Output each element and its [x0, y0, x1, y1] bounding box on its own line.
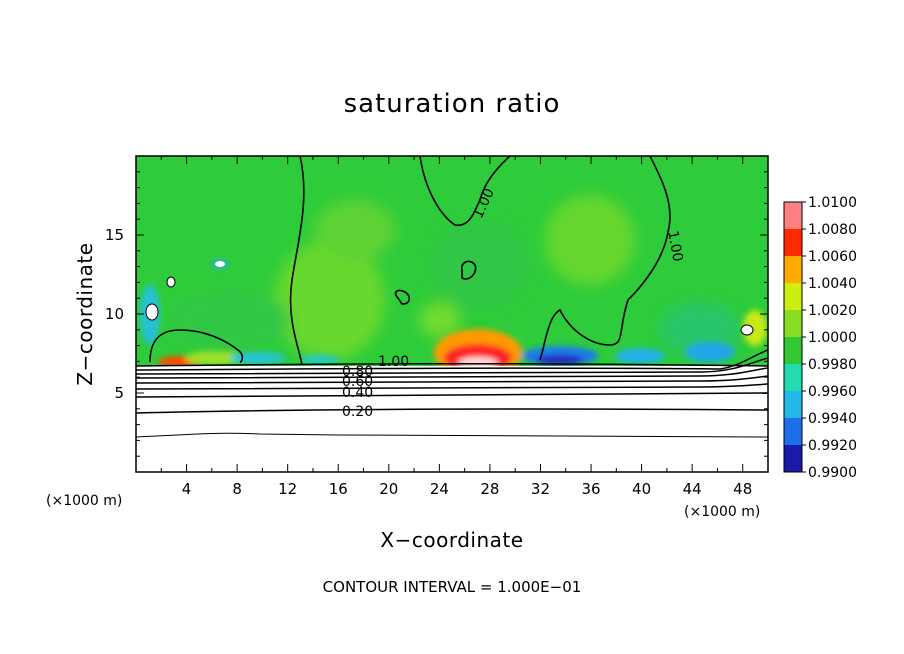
contour-label: 1.00: [664, 229, 685, 262]
colorbar-swatch: [784, 229, 802, 256]
colorbar-swatch: [784, 256, 802, 283]
x-axis-label: X−coordinate: [380, 528, 523, 552]
contour-label: 1.00: [378, 354, 409, 370]
colorbar: 1.0100 1.0080 1.0060 1.0040 1.0020 1.0000 0.99…: [783, 195, 857, 481]
colorbar-swatch: [784, 310, 802, 337]
x-tick-label: 8: [232, 480, 242, 498]
colorbar-swatch: [784, 283, 802, 310]
colorbar-label: 1.0040: [808, 276, 857, 292]
x-tick-label: 32: [531, 480, 550, 498]
contour-label: 0.60: [342, 374, 373, 390]
contour-label: 0.80: [342, 364, 373, 380]
colorbar-label: 0.9900: [808, 465, 857, 481]
axis-ticks: [136, 156, 768, 472]
x-tick-label: 48: [733, 480, 752, 498]
x-tick-label: 12: [278, 480, 297, 498]
contour-lines-1.00: [149, 156, 671, 366]
x-tick-label: 24: [430, 480, 449, 498]
x-tick-label: 20: [379, 480, 398, 498]
colorbar-label: 0.9920: [808, 438, 857, 454]
colorbar-swatch: [784, 337, 802, 364]
colorbar-swatch: [784, 391, 802, 418]
y-axis-label: Z−coordinate: [73, 242, 97, 385]
colorbar-label: 1.0060: [808, 249, 857, 265]
contour-label: 0.20: [342, 404, 373, 420]
colorbar-label: 0.9980: [808, 357, 857, 373]
x-tick-label: 16: [329, 480, 348, 498]
colorbar-swatch: [784, 418, 802, 445]
x-tick-label: 36: [581, 480, 600, 498]
y-tick-label: 5: [114, 384, 124, 402]
chart-title: saturation ratio: [344, 89, 561, 119]
y-tick-label: 10: [105, 305, 124, 323]
colorbar-label: 1.0020: [808, 303, 857, 319]
heatmap-field: 1.00 1.00 1.00 0.80 0.60 0.40 0.20: [136, 156, 768, 472]
x-unit-left: (×1000 m): [46, 493, 122, 509]
contour-label: 0.40: [342, 385, 373, 401]
colorbar-swatch: [784, 364, 802, 391]
colorbar-label: 1.0100: [808, 195, 857, 211]
x-tick-label: 40: [632, 480, 651, 498]
colorbar-label: 0.9940: [808, 411, 857, 427]
colorbar-swatch: [784, 202, 802, 229]
x-tick-label: 44: [683, 480, 702, 498]
colorbar-swatch: [784, 445, 802, 472]
colorbar-label: 1.0000: [808, 330, 857, 346]
x-tick-label: 4: [182, 480, 192, 498]
x-tick-label: 28: [480, 480, 499, 498]
colorbar-label: 0.9960: [808, 384, 857, 400]
x-tick-labels: 4 8 12 16 20 24 28 32 36 40 44 48: [182, 480, 752, 498]
colorbar-label: 1.0080: [808, 222, 857, 238]
contour-interval-note: CONTOUR INTERVAL = 1.000E−01: [323, 578, 582, 596]
y-tick-labels: 5 10 15: [105, 226, 124, 402]
x-unit-right: (×1000 m): [684, 504, 760, 520]
y-tick-label: 15: [105, 226, 124, 244]
contour-lines-lower: [136, 349, 768, 438]
